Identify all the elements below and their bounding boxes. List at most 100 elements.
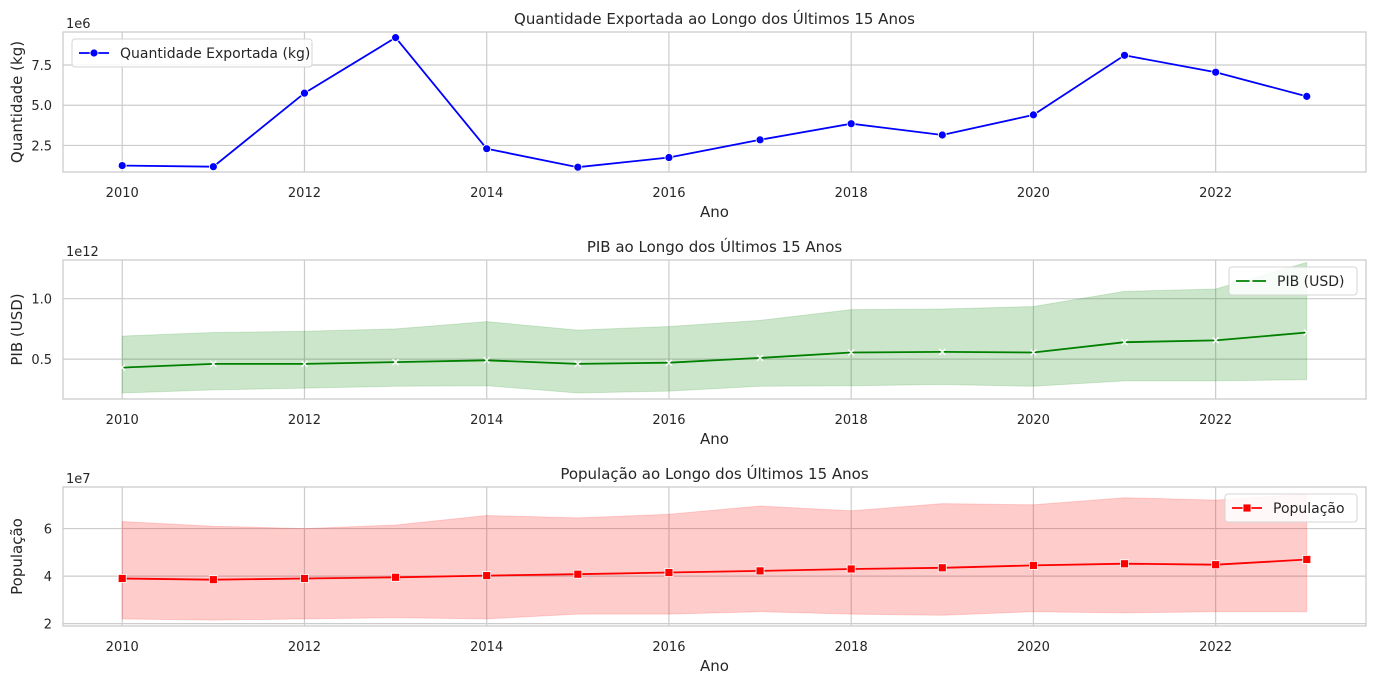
data-point	[755, 135, 765, 145]
data-point	[664, 568, 674, 577]
data-point	[1029, 561, 1038, 570]
data-point	[482, 571, 492, 581]
legend: População	[1224, 493, 1358, 523]
x-axis-label: Ano	[700, 430, 729, 448]
confidence-band	[121, 493, 1308, 621]
data-point	[1303, 329, 1311, 336]
data-point	[391, 33, 400, 43]
data-point	[392, 358, 400, 366]
x-tick-label: 2016	[652, 413, 685, 428]
data-point	[208, 575, 218, 585]
data-point	[1302, 91, 1312, 101]
y-axis-label: PIB (USD)	[8, 293, 26, 365]
legend: PIB (USD)	[1228, 266, 1358, 296]
y-tick-label: 7.5	[31, 59, 52, 74]
data-point	[573, 162, 583, 172]
series-line	[122, 331, 1307, 369]
x-tick-label: 2014	[470, 186, 503, 201]
data-point	[937, 130, 947, 140]
y-tick-label: 1.0	[31, 293, 52, 308]
y-offset-label: 1e12	[66, 245, 99, 260]
y-tick-label: 4	[44, 570, 52, 585]
data-point	[391, 572, 400, 582]
x-tick-label: 2014	[470, 640, 503, 655]
x-tick-label: 2016	[652, 186, 685, 201]
x-tick-label: 2020	[1017, 640, 1050, 655]
x-tick-label: 2010	[106, 413, 139, 428]
plot-frame	[62, 486, 1367, 627]
chart-panel-1: 2010 2012 2014 2016 2018 2020 2022 2.5 5.0 7.5 1e6…	[8, 9, 1367, 221]
x-tick-label: 2016	[652, 640, 685, 655]
y-tick-label: 6	[44, 523, 52, 538]
y-tick-label: 2.5	[31, 139, 52, 154]
y-offset-label: 1e6	[66, 17, 91, 32]
chart-title: PIB ao Longo dos Últimos 15 Anos	[587, 237, 843, 256]
legend-label: Quantidade Exportada (kg)	[120, 46, 310, 62]
x-tick-label: 2020	[1017, 186, 1050, 201]
data-point	[1302, 555, 1312, 564]
x-axis-label: Ano	[700, 657, 729, 675]
data-point	[483, 356, 491, 364]
data-point	[846, 119, 856, 129]
x-tick-label: 2020	[1017, 413, 1050, 428]
legend-box	[71, 38, 313, 68]
data-point	[664, 153, 674, 162]
x-tick-label: 2018	[835, 640, 868, 655]
data-point	[1029, 349, 1037, 356]
x-tick-label: 2010	[106, 186, 139, 201]
data-point	[209, 360, 217, 368]
confidence-band	[121, 261, 1308, 394]
y-offset-label: 1e7	[66, 472, 91, 487]
chart-title: População ao Longo dos Últimos 15 Anos	[560, 464, 868, 483]
data-point	[300, 88, 309, 98]
y-axis-label: Quantidade (kg)	[8, 41, 26, 163]
chart-panel-2: 2010 2012 2014 2016 2018 2020 2022 0.5 1.0 1e12 PI…	[8, 237, 1367, 448]
y-tick-label: 0.5	[31, 353, 52, 368]
legend: Quantidade Exportada (kg)	[71, 38, 313, 68]
data-point	[1121, 338, 1128, 346]
series-line	[122, 36, 1308, 169]
x-axis-label: Ano	[700, 203, 729, 221]
legend-marker	[89, 48, 99, 58]
data-point	[573, 569, 583, 579]
data-point	[574, 360, 582, 368]
series-line	[122, 558, 1307, 581]
data-point	[301, 360, 308, 368]
data-point	[665, 359, 673, 367]
data-point	[1211, 560, 1221, 570]
legend-box	[1228, 266, 1358, 296]
plot-frame	[62, 259, 1367, 400]
plot-frame	[62, 31, 1367, 173]
y-tick-label: 2	[44, 618, 52, 633]
x-tick-label: 2012	[288, 186, 321, 201]
legend-label: População	[1273, 501, 1345, 517]
y-tick-label: 5.0	[31, 99, 52, 114]
legend-box	[1224, 493, 1358, 523]
chart-title: Quantidade Exportada ao Longo dos Último…	[514, 9, 915, 28]
x-tick-label: 2012	[288, 640, 321, 655]
data-point	[846, 564, 856, 574]
data-point	[1120, 559, 1129, 569]
x-tick-label: 2022	[1199, 640, 1232, 655]
x-tick-label: 2018	[835, 413, 868, 428]
data-point	[117, 161, 127, 170]
x-tick-label: 2018	[835, 186, 868, 201]
x-tick-label: 2022	[1199, 413, 1232, 428]
chart-panel-3: 2010 2012 2014 2016 2018 2020 2022 2 4 6 1e7 Popula…	[8, 464, 1367, 675]
legend-marker	[1247, 277, 1255, 285]
x-tick-label: 2022	[1199, 186, 1232, 201]
data-point	[208, 162, 218, 172]
data-point	[118, 364, 126, 372]
data-point	[847, 349, 855, 356]
data-point	[937, 563, 947, 573]
y-axis-label: População	[8, 518, 26, 595]
data-point	[1212, 336, 1220, 344]
data-point	[1211, 67, 1221, 77]
data-point	[938, 348, 946, 356]
x-tick-label: 2010	[106, 640, 139, 655]
legend-label: PIB (USD)	[1277, 274, 1344, 290]
data-point	[1120, 50, 1129, 60]
data-point	[756, 354, 764, 362]
data-point	[300, 574, 309, 583]
